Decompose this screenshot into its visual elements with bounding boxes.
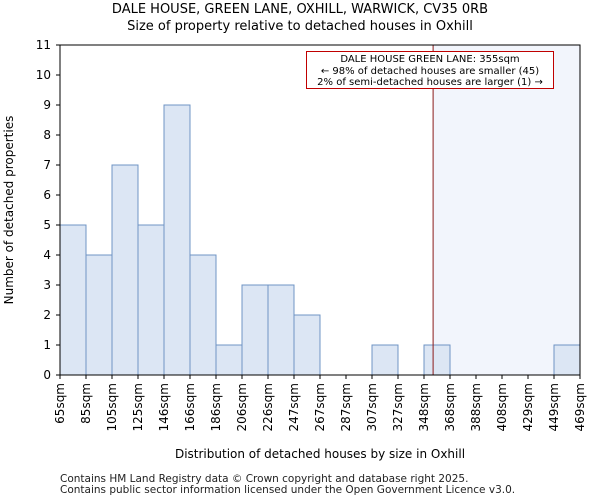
bar-449sqm bbox=[553, 344, 581, 376]
annotation-line-1: DALE HOUSE GREEN LANE: 355sqm bbox=[340, 54, 520, 65]
x-tick-label: 307sqm bbox=[365, 383, 379, 431]
x-tick-label: 368sqm bbox=[443, 383, 457, 431]
bar-group bbox=[59, 104, 581, 376]
x-tick-label: 105sqm bbox=[105, 383, 119, 431]
y-tick-label: 7 bbox=[43, 158, 51, 172]
x-tick-label: 408sqm bbox=[495, 383, 509, 431]
chart-title: DALE HOUSE, GREEN LANE, OXHILL, WARWICK,… bbox=[111, 2, 489, 17]
x-tick-label: 469sqm bbox=[573, 383, 587, 431]
x-tick-label: 166sqm bbox=[183, 383, 197, 431]
x-tick-label: 146sqm bbox=[157, 383, 171, 431]
x-tick-label: 267sqm bbox=[313, 383, 327, 431]
y-tick-label: 9 bbox=[43, 98, 51, 112]
x-tick-label: 247sqm bbox=[287, 383, 301, 431]
y-axis-label: Number of detached properties bbox=[2, 116, 16, 305]
x-tick-label: 186sqm bbox=[209, 383, 223, 431]
bar-348sqm bbox=[423, 344, 451, 376]
bar-206sqm bbox=[241, 284, 269, 376]
x-tick-label: 206sqm bbox=[235, 383, 249, 431]
chart-subtitle: Size of property relative to detached ho… bbox=[127, 19, 473, 34]
bar-85sqm bbox=[85, 254, 113, 376]
x-tick-label: 125sqm bbox=[131, 383, 145, 431]
y-tick-label: 2 bbox=[43, 308, 51, 322]
footer-licence: Contains public sector information licen… bbox=[60, 484, 516, 496]
bar-247sqm bbox=[293, 314, 321, 376]
x-axis: 65sqm 85sqm 105sqm 125sqm 146sqm 166sqm 186sqm… bbox=[53, 375, 587, 431]
y-axis: 0 1 2 3 4 5 6 7 8 9 10 11 bbox=[36, 38, 60, 382]
x-tick-label: 348sqm bbox=[417, 383, 431, 431]
annotation-line-3: 2% of semi-detached houses are larger (1… bbox=[317, 77, 543, 88]
y-tick-label: 10 bbox=[36, 68, 51, 82]
footer-copyright: Contains HM Land Registry data © Crown c… bbox=[60, 473, 469, 485]
x-tick-label: 65sqm bbox=[53, 383, 67, 424]
bar-226sqm bbox=[267, 284, 295, 376]
x-tick-label: 287sqm bbox=[339, 383, 353, 431]
y-tick-label: 6 bbox=[43, 188, 51, 202]
x-tick-label: 449sqm bbox=[547, 383, 561, 431]
bar-307sqm bbox=[371, 344, 399, 376]
y-tick-label: 0 bbox=[43, 368, 51, 382]
y-tick-label: 11 bbox=[36, 38, 51, 52]
y-tick-label: 4 bbox=[43, 248, 51, 262]
bar-65sqm bbox=[59, 224, 87, 376]
highlight-region bbox=[433, 45, 580, 375]
bar-146sqm bbox=[163, 104, 191, 376]
x-tick-label: 388sqm bbox=[469, 383, 483, 431]
bar-166sqm bbox=[189, 254, 217, 376]
x-tick-label: 327sqm bbox=[391, 383, 405, 431]
x-tick-label: 429sqm bbox=[521, 383, 535, 431]
y-tick-label: 1 bbox=[43, 338, 51, 352]
annotation-line-2: ← 98% of detached houses are smaller (45… bbox=[320, 65, 540, 77]
bar-105sqm bbox=[111, 164, 139, 376]
bar-186sqm bbox=[215, 344, 243, 376]
y-tick-label: 3 bbox=[43, 278, 51, 292]
y-tick-label: 5 bbox=[43, 218, 51, 232]
x-axis-label: Distribution of detached houses by size … bbox=[175, 447, 465, 461]
x-tick-label: 85sqm bbox=[79, 383, 93, 424]
y-tick-label: 8 bbox=[43, 128, 51, 142]
x-tick-label: 226sqm bbox=[261, 383, 275, 431]
bar-125sqm bbox=[137, 224, 165, 376]
annotation-box: DALE HOUSE GREEN LANE: 355sqm ← 98% of d… bbox=[306, 51, 554, 89]
